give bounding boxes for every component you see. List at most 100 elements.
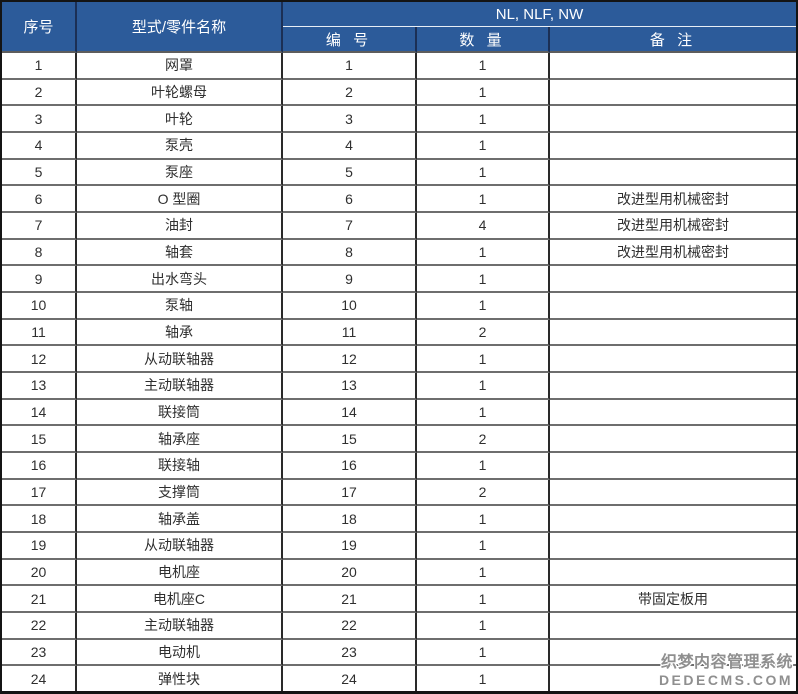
header-quantity: 数 量 bbox=[417, 27, 550, 53]
cell-remark bbox=[550, 319, 796, 347]
table-header: 序号 型式/零件名称 NL, NLF, NW 编 号 数 量 备 注 bbox=[2, 2, 796, 53]
cell-serial: 11 bbox=[2, 319, 77, 347]
cell-serial: 17 bbox=[2, 479, 77, 507]
cell-qty: 1 bbox=[417, 159, 550, 187]
cell-remark bbox=[550, 293, 796, 320]
cell-qty: 1 bbox=[417, 79, 550, 107]
cell-name: 电动机 bbox=[77, 639, 283, 667]
cell-serial: 8 bbox=[2, 239, 77, 267]
cell-name: 联接轴 bbox=[77, 453, 283, 480]
cell-number: 7 bbox=[283, 213, 417, 240]
cell-name: 主动联轴器 bbox=[77, 373, 283, 400]
cell-qty: 1 bbox=[417, 533, 550, 560]
cell-remark bbox=[550, 399, 796, 427]
table-row: 19 从动联轴器 19 1 bbox=[2, 533, 796, 560]
table-body: 1 网罩 1 1 2 叶轮螺母 2 1 3 叶轮 3 1 4 泵壳 4 1 5 泵座 5 1 6 O 型圈 6 1 改进型用机械… bbox=[2, 53, 796, 691]
table-row: 8 轴套 8 1 改进型用机械密封 bbox=[2, 239, 796, 267]
table-row: 18 轴承盖 18 1 bbox=[2, 506, 796, 534]
table-row: 12 从动联轴器 12 1 bbox=[2, 346, 796, 374]
table-row: 17 支撑筒 17 2 bbox=[2, 479, 796, 507]
cell-remark: 改进型用机械密封 bbox=[550, 213, 796, 240]
header-number: 编 号 bbox=[283, 27, 417, 53]
cell-number: 20 bbox=[283, 559, 417, 587]
cell-qty: 1 bbox=[417, 346, 550, 374]
cell-name: 电机座C bbox=[77, 586, 283, 614]
cell-number: 4 bbox=[283, 133, 417, 160]
cell-remark bbox=[550, 133, 796, 160]
cell-remark: 改进型用机械密封 bbox=[550, 186, 796, 214]
cell-number: 21 bbox=[283, 586, 417, 614]
cell-qty: 1 bbox=[417, 639, 550, 667]
cell-serial: 7 bbox=[2, 213, 77, 240]
cell-remark bbox=[550, 506, 796, 534]
table-row: 21 电机座C 21 1 带固定板用 bbox=[2, 586, 796, 614]
cell-name: 从动联轴器 bbox=[77, 533, 283, 560]
cell-qty: 1 bbox=[417, 559, 550, 587]
cell-name: 油封 bbox=[77, 213, 283, 240]
cell-remark bbox=[550, 159, 796, 187]
table-row: 14 联接筒 14 1 bbox=[2, 399, 796, 427]
cell-serial: 24 bbox=[2, 666, 77, 691]
header-remark: 备 注 bbox=[550, 27, 796, 53]
cell-remark: 带固定板用 bbox=[550, 586, 796, 614]
table-row: 7 油封 7 4 改进型用机械密封 bbox=[2, 213, 796, 240]
cell-serial: 1 bbox=[2, 53, 77, 80]
header-serial: 序号 bbox=[2, 2, 77, 53]
cell-number: 5 bbox=[283, 159, 417, 187]
cell-name: 轴承座 bbox=[77, 426, 283, 454]
cell-qty: 1 bbox=[417, 239, 550, 267]
cell-remark bbox=[550, 53, 796, 80]
cell-qty: 2 bbox=[417, 319, 550, 347]
table-row: 13 主动联轴器 13 1 bbox=[2, 373, 796, 400]
table-row: 3 叶轮 3 1 bbox=[2, 106, 796, 134]
cell-qty: 1 bbox=[417, 613, 550, 640]
cell-qty: 1 bbox=[417, 453, 550, 480]
table-row: 2 叶轮螺母 2 1 bbox=[2, 79, 796, 107]
cell-remark bbox=[550, 666, 796, 691]
cell-qty: 1 bbox=[417, 186, 550, 214]
header-part-name: 型式/零件名称 bbox=[77, 2, 283, 53]
header-row-sub: 编 号 数 量 备 注 bbox=[2, 27, 796, 53]
cell-qty: 4 bbox=[417, 213, 550, 240]
cell-serial: 4 bbox=[2, 133, 77, 160]
cell-serial: 18 bbox=[2, 506, 77, 534]
cell-qty: 2 bbox=[417, 479, 550, 507]
cell-qty: 2 bbox=[417, 426, 550, 454]
cell-number: 12 bbox=[283, 346, 417, 374]
cell-qty: 1 bbox=[417, 399, 550, 427]
cell-serial: 6 bbox=[2, 186, 77, 214]
cell-qty: 1 bbox=[417, 133, 550, 160]
cell-name: 电机座 bbox=[77, 559, 283, 587]
cell-number: 17 bbox=[283, 479, 417, 507]
cell-name: 联接筒 bbox=[77, 399, 283, 427]
cell-name: 轴承 bbox=[77, 319, 283, 347]
cell-qty: 1 bbox=[417, 106, 550, 134]
table-row: 24 弹性块 24 1 bbox=[2, 666, 796, 691]
table-row: 9 出水弯头 9 1 bbox=[2, 266, 796, 294]
cell-name: O 型圈 bbox=[77, 186, 283, 214]
cell-number: 15 bbox=[283, 426, 417, 454]
cell-number: 10 bbox=[283, 293, 417, 320]
cell-number: 14 bbox=[283, 399, 417, 427]
cell-number: 22 bbox=[283, 613, 417, 640]
table-row: 11 轴承 11 2 bbox=[2, 319, 796, 347]
header-model-group: NL, NLF, NW bbox=[283, 2, 796, 27]
cell-serial: 20 bbox=[2, 559, 77, 587]
cell-number: 1 bbox=[283, 53, 417, 80]
cell-serial: 22 bbox=[2, 613, 77, 640]
table-row: 22 主动联轴器 22 1 bbox=[2, 613, 796, 640]
header-row-group: 序号 型式/零件名称 NL, NLF, NW bbox=[2, 2, 796, 53]
cell-name: 弹性块 bbox=[77, 666, 283, 691]
cell-name: 从动联轴器 bbox=[77, 346, 283, 374]
cell-number: 9 bbox=[283, 266, 417, 294]
cell-qty: 1 bbox=[417, 293, 550, 320]
cell-qty: 1 bbox=[417, 506, 550, 534]
cell-remark bbox=[550, 426, 796, 454]
cell-remark bbox=[550, 533, 796, 560]
cell-remark bbox=[550, 346, 796, 374]
table-row: 5 泵座 5 1 bbox=[2, 159, 796, 187]
